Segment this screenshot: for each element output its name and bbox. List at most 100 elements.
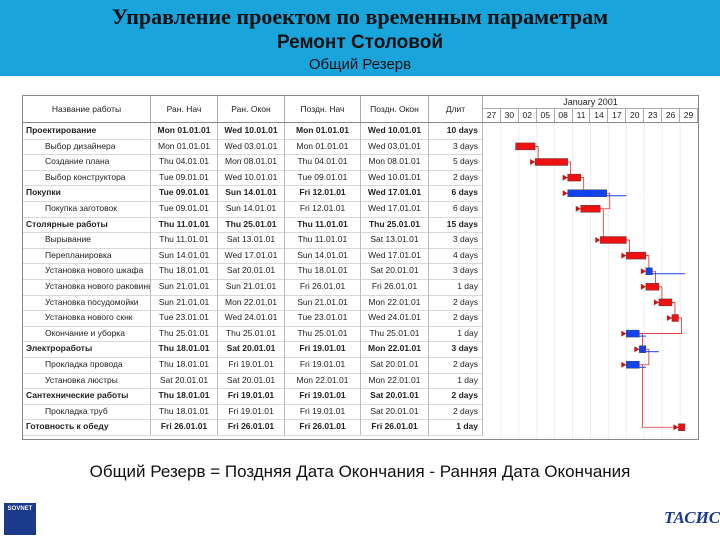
- task-name-cell: Вырывание: [23, 232, 151, 248]
- late-start-cell: Mon 22.01.01: [285, 372, 361, 389]
- duration-cell: 3 days: [429, 341, 483, 357]
- early-finish-cell: Mon 22.01.01: [218, 294, 285, 311]
- task-name-cell: Установка посудомойки: [23, 294, 151, 311]
- col-header-late-finish[interactable]: Поздн. Окон: [361, 96, 429, 122]
- late-start-cell: Tue 09.01.01: [285, 169, 361, 186]
- arrow-head: [595, 237, 601, 243]
- early-finish-cell: Wed 17.01.01: [218, 247, 285, 264]
- table-row[interactable]: Вырывание Thu 11.01.01 Sat 13.01.01 Thu 11.…: [23, 232, 483, 248]
- table-row[interactable]: Покупка заготовок Tue 09.01.01 Sun 14.01.0…: [23, 201, 483, 217]
- page-caption: Общий Резерв: [308, 56, 412, 73]
- gantt-bar: [600, 236, 627, 244]
- early-finish-cell: Sun 14.01.01: [218, 201, 285, 217]
- table-row[interactable]: Окончание и уборка Thu 25.01.01 Thu 25.01.…: [23, 325, 483, 342]
- task-name-cell: Выбор дизайнера: [23, 138, 151, 155]
- timeline-tick: 29: [680, 109, 698, 122]
- task-name-cell: Покупка заготовок: [23, 201, 151, 217]
- arrow-head: [640, 268, 646, 275]
- table-row[interactable]: Столярные работы Thu 11.01.01 Thu 25.01.01…: [23, 216, 483, 233]
- gantt-bar: [645, 267, 653, 275]
- table-row[interactable]: Сантехнические работы Thu 18.01.01 Fri 19.…: [23, 388, 483, 404]
- late-start-cell: Sun 21.01.01: [285, 294, 361, 311]
- duration-cell: 2 days: [429, 357, 483, 373]
- table-row[interactable]: Установка посудомойки Sun 21.01.01 Mon 22.…: [23, 294, 483, 311]
- early-finish-cell: Sun 21.01.01: [218, 279, 285, 295]
- col-header-name[interactable]: Название работы: [23, 96, 151, 122]
- dependency-arrow: [639, 364, 677, 428]
- table-row[interactable]: Проектирование Mon 01.01.01 Wed 10.01.01 Mo…: [23, 123, 483, 139]
- duration-cell: 1 day: [429, 419, 483, 435]
- table-row[interactable]: Установка люстры Sat 20.01.01 Sat 20.01.01…: [23, 372, 483, 389]
- arrow-head: [634, 346, 640, 353]
- early-start-cell: Sun 21.01.01: [151, 279, 218, 295]
- gantt-bar: [626, 251, 647, 260]
- early-finish-cell: Wed 10.01.01: [218, 123, 285, 139]
- sovnet-logo: SOVNET: [4, 503, 36, 535]
- early-start-cell: Thu 04.01.01: [151, 154, 218, 170]
- float-formula: Общий Резерв = Поздняя Дата Окончания - …: [89, 462, 631, 481]
- late-start-cell: Thu 11.01.01: [285, 216, 361, 233]
- col-header-early-finish[interactable]: Ран. Окон: [218, 96, 285, 122]
- table-row[interactable]: Перепланировка Sun 14.01.01 Wed 17.01.01 Su…: [23, 247, 483, 264]
- table-row[interactable]: Прокладка провода Thu 18.01.01 Fri 19.01.0…: [23, 357, 483, 373]
- duration-cell: 2 days: [429, 388, 483, 404]
- late-finish-cell: Mon 22.01.01: [361, 372, 429, 389]
- late-start-cell: Fri 19.01.01: [285, 403, 361, 420]
- early-finish-cell: Sun 14.01.01: [218, 185, 285, 201]
- col-header-early-start[interactable]: Ран. Нач: [151, 96, 218, 122]
- arrow-head: [621, 361, 627, 368]
- late-start-cell: Sun 14.01.01: [285, 247, 361, 264]
- late-finish-cell: Wed 17.01.01: [361, 247, 429, 264]
- table-row[interactable]: Выбор конструктора Tue 09.01.01 Wed 10.01.…: [23, 169, 483, 186]
- early-start-cell: Thu 25.01.01: [151, 325, 218, 342]
- early-start-cell: Thu 18.01.01: [151, 341, 218, 357]
- early-start-cell: Sun 21.01.01: [151, 294, 218, 311]
- early-finish-cell: Wed 24.01.01: [218, 310, 285, 326]
- early-start-cell: Tue 09.01.01: [151, 201, 218, 217]
- duration-cell: 2 days: [429, 403, 483, 420]
- timeline-tick: 27: [483, 109, 501, 122]
- duration-cell: 5 days: [429, 154, 483, 170]
- late-finish-cell: Wed 03.01.01: [361, 138, 429, 155]
- dependency-arrow: [624, 317, 682, 334]
- table-row[interactable]: Установка нового скнк Tue 23.01.01 Wed 24.…: [23, 310, 483, 326]
- arrow-head: [562, 174, 568, 181]
- table-row[interactable]: Электроработы Thu 18.01.01 Sat 20.01.01 Fri…: [23, 341, 483, 357]
- early-start-cell: Thu 18.01.01: [151, 403, 218, 420]
- timeline-tick: 30: [501, 109, 519, 122]
- timeline-month: January 2001: [483, 96, 698, 109]
- early-finish-cell: Wed 10.01.01: [218, 169, 285, 186]
- early-start-cell: Sat 20.01.01: [151, 372, 218, 389]
- early-start-cell: Sun 14.01.01: [151, 247, 218, 264]
- arrow-head: [673, 424, 679, 431]
- table-row[interactable]: Прокладка труб Thu 18.01.01 Fri 19.01.01 Fr…: [23, 403, 483, 420]
- table-row[interactable]: Создание плана Thu 04.01.01 Mon 08.01.01 Th…: [23, 154, 483, 170]
- timeline-tick: 23: [644, 109, 663, 122]
- table-row[interactable]: Выбор дизайнера Mon 01.01.01 Wed 03.01.01 M…: [23, 138, 483, 155]
- arrow-head: [640, 283, 646, 290]
- col-header-late-start[interactable]: Поздн. Нач: [285, 96, 361, 122]
- late-start-cell: Tue 23.01.01: [285, 310, 361, 326]
- early-start-cell: Thu 11.01.01: [151, 232, 218, 248]
- arrow-head: [666, 315, 672, 321]
- late-finish-cell: Wed 17.01.01: [361, 185, 429, 201]
- duration-cell: 2 days: [429, 310, 483, 326]
- col-header-duration[interactable]: Длит: [429, 96, 483, 122]
- early-finish-cell: Fri 19.01.01: [218, 388, 285, 404]
- table-row[interactable]: Установка нового шкафа Thu 18.01.01 Sat 20…: [23, 263, 483, 279]
- table-row[interactable]: Готовность к обеду Fri 26.01.01 Fri 26.01.…: [23, 419, 483, 435]
- timeline-tick: 02: [519, 109, 537, 122]
- task-name-cell: Окончание и уборка: [23, 325, 151, 342]
- task-name-cell: Установка нового раковины: [23, 279, 151, 295]
- early-finish-cell: Thu 25.01.01: [218, 216, 285, 233]
- timeline-tick: 05: [537, 109, 555, 122]
- early-finish-cell: Mon 08.01.01: [218, 154, 285, 170]
- timeline-tick: 11: [573, 109, 591, 122]
- duration-cell: 15 days: [429, 216, 483, 233]
- table-row[interactable]: Установка нового раковины Sun 21.01.01 Sun…: [23, 279, 483, 295]
- late-finish-cell: Sat 13.01.01: [361, 232, 429, 248]
- table-row[interactable]: Покупки Tue 09.01.01 Sun 14.01.01 Fri 12.01…: [23, 185, 483, 201]
- early-start-cell: Tue 09.01.01: [151, 169, 218, 186]
- gantt-bar: [678, 423, 686, 431]
- early-finish-cell: Sat 20.01.01: [218, 372, 285, 389]
